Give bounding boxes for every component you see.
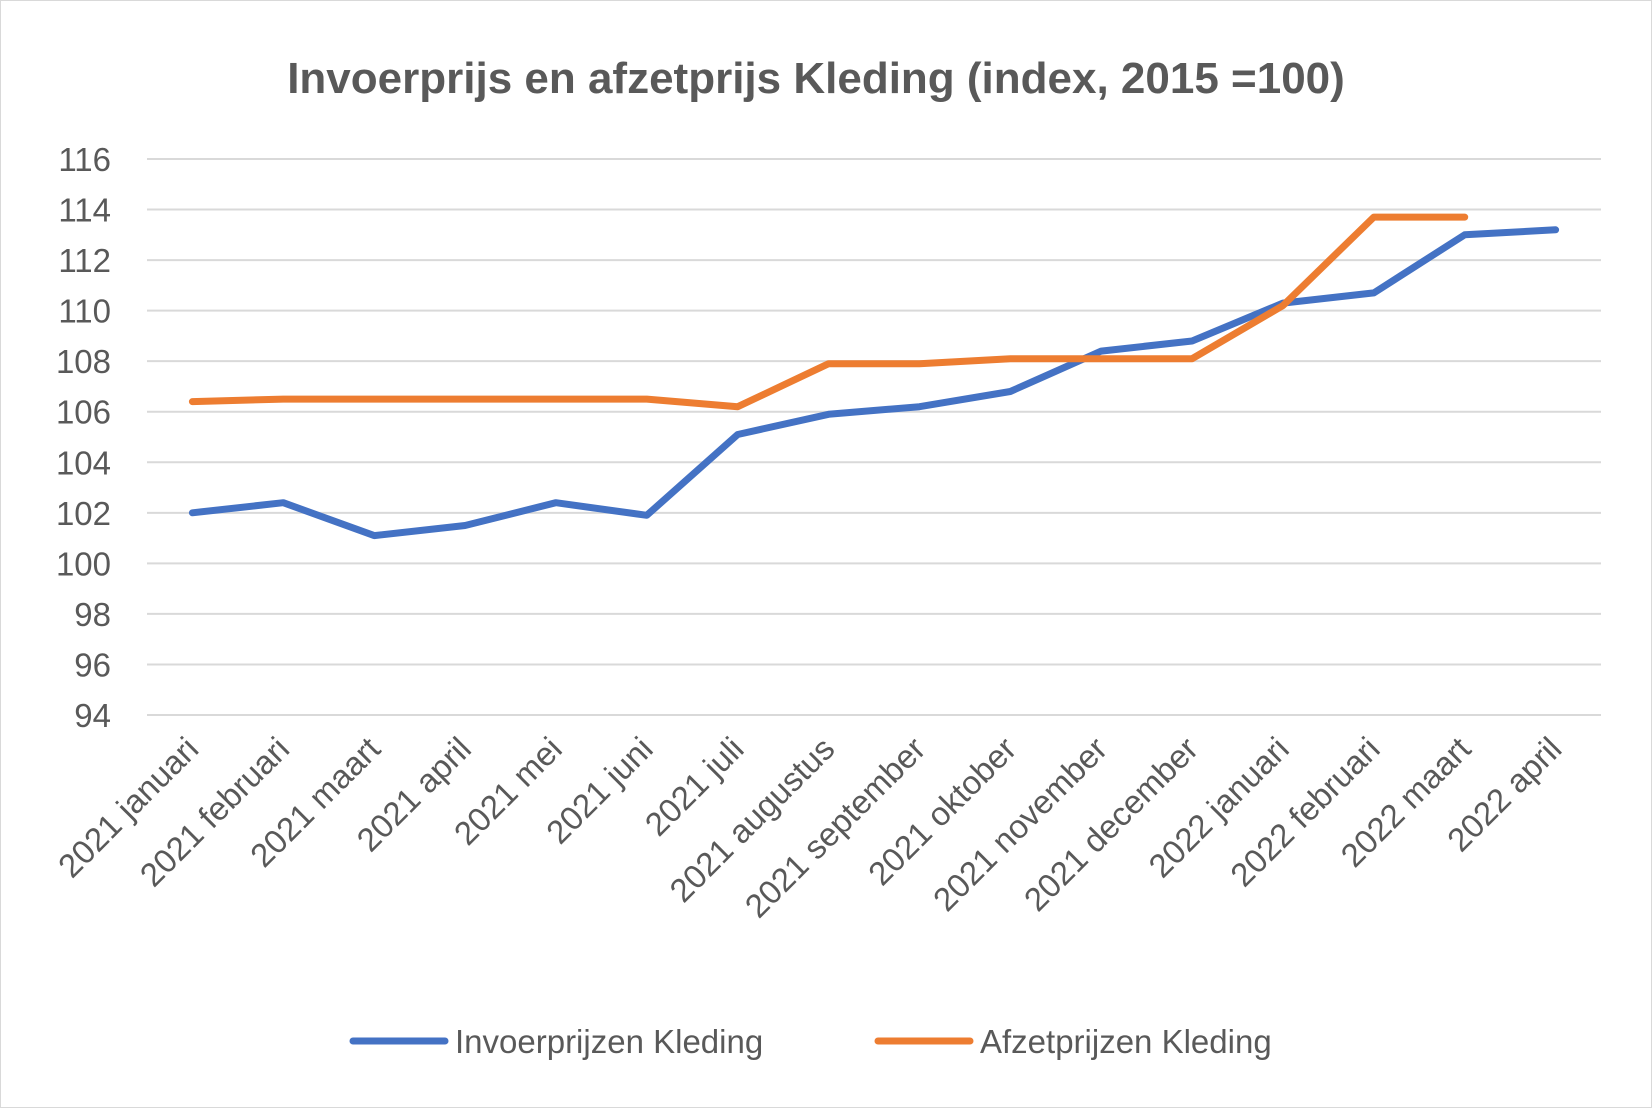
legend-label-1: Invoerprijzen Kleding [455, 1023, 763, 1060]
series-line-2 [192, 217, 1464, 407]
y-tick-label: 106 [56, 394, 111, 431]
gridlines [147, 159, 1601, 715]
series-line-1 [192, 230, 1555, 536]
series-lines [192, 217, 1555, 536]
y-tick-label: 102 [56, 495, 111, 532]
y-tick-label: 112 [58, 242, 111, 279]
y-axis-ticks: 94 96 98 100 102 104 106 108 110 112 114 116 [56, 141, 111, 734]
x-tick-label: 2021 augustus [662, 730, 841, 909]
chart-title: Invoerprijs en afzetprijs Kleding (index… [287, 54, 1345, 103]
y-tick-label: 100 [56, 545, 111, 582]
y-tick-label: 104 [56, 444, 111, 481]
y-tick-label: 110 [58, 293, 111, 330]
y-tick-label: 94 [74, 697, 111, 734]
legend-label-2: Afzetprijzen Kleding [980, 1023, 1272, 1060]
y-tick-label: 98 [74, 596, 111, 633]
y-tick-label: 116 [58, 141, 111, 178]
y-tick-label: 114 [58, 192, 111, 229]
y-tick-label: 108 [56, 343, 111, 380]
y-tick-label: 96 [74, 646, 111, 683]
legend: Invoerprijzen Kleding Afzetprijzen Kledin… [353, 1023, 1272, 1060]
